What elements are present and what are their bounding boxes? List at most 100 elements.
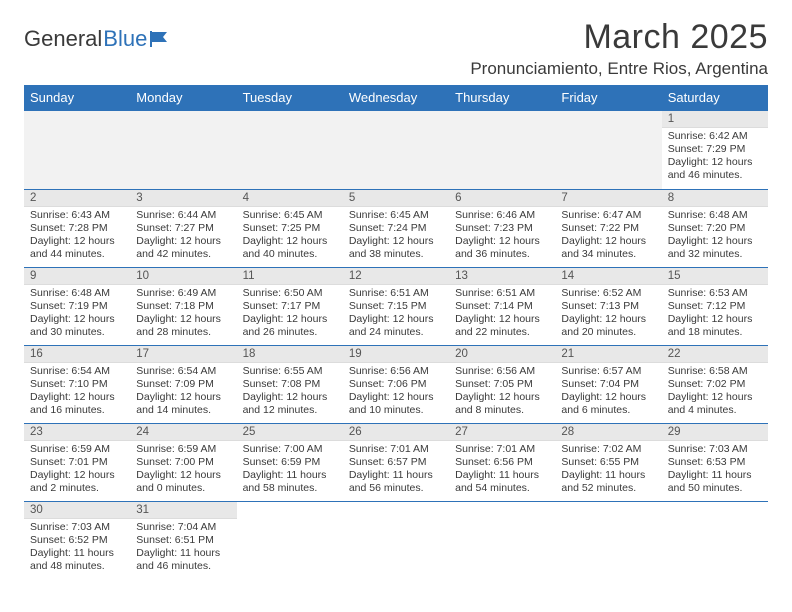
calendar-cell: 25Sunrise: 7:00 AMSunset: 6:59 PMDayligh… (237, 423, 343, 501)
day-data: Sunrise: 6:58 AMSunset: 7:02 PMDaylight:… (662, 363, 768, 421)
calendar-cell: 27Sunrise: 7:01 AMSunset: 6:56 PMDayligh… (449, 423, 555, 501)
dayheader-sun: Sunday (24, 85, 130, 111)
day-sunset: Sunset: 7:02 PM (668, 378, 762, 391)
calendar-cell: 19Sunrise: 6:56 AMSunset: 7:06 PMDayligh… (343, 345, 449, 423)
day-sunrise: Sunrise: 7:01 AM (349, 443, 443, 456)
day-daylight1: Daylight: 12 hours (136, 313, 230, 326)
day-sunset: Sunset: 7:29 PM (668, 143, 762, 156)
day-daylight1: Daylight: 12 hours (30, 469, 124, 482)
calendar-row: 9Sunrise: 6:48 AMSunset: 7:19 PMDaylight… (24, 267, 768, 345)
day-number: 26 (343, 424, 449, 441)
day-sunset: Sunset: 7:12 PM (668, 300, 762, 313)
day-number: 4 (237, 190, 343, 207)
day-daylight2: and 28 minutes. (136, 326, 230, 339)
day-daylight2: and 10 minutes. (349, 404, 443, 417)
day-number: 19 (343, 346, 449, 363)
day-sunset: Sunset: 7:24 PM (349, 222, 443, 235)
day-sunset: Sunset: 7:14 PM (455, 300, 549, 313)
day-sunrise: Sunrise: 6:48 AM (668, 209, 762, 222)
day-daylight2: and 52 minutes. (561, 482, 655, 495)
calendar-cell (662, 501, 768, 579)
day-data: Sunrise: 7:01 AMSunset: 6:57 PMDaylight:… (343, 441, 449, 499)
dayheader-tue: Tuesday (237, 85, 343, 111)
day-daylight2: and 38 minutes. (349, 248, 443, 261)
calendar-cell (449, 111, 555, 189)
day-daylight2: and 46 minutes. (136, 560, 230, 573)
day-data: Sunrise: 7:03 AMSunset: 6:52 PMDaylight:… (24, 519, 130, 577)
day-daylight1: Daylight: 11 hours (455, 469, 549, 482)
day-daylight2: and 58 minutes. (243, 482, 337, 495)
day-daylight1: Daylight: 12 hours (136, 391, 230, 404)
day-data: Sunrise: 6:55 AMSunset: 7:08 PMDaylight:… (237, 363, 343, 421)
day-daylight1: Daylight: 12 hours (561, 235, 655, 248)
logo-text-1: General (24, 26, 102, 52)
day-sunrise: Sunrise: 6:52 AM (561, 287, 655, 300)
day-number: 31 (130, 502, 236, 519)
day-number: 24 (130, 424, 236, 441)
day-sunrise: Sunrise: 6:50 AM (243, 287, 337, 300)
day-data: Sunrise: 7:00 AMSunset: 6:59 PMDaylight:… (237, 441, 343, 499)
day-sunrise: Sunrise: 6:51 AM (455, 287, 549, 300)
day-sunset: Sunset: 7:18 PM (136, 300, 230, 313)
day-daylight2: and 6 minutes. (561, 404, 655, 417)
day-data: Sunrise: 6:48 AMSunset: 7:20 PMDaylight:… (662, 207, 768, 265)
day-sunset: Sunset: 6:55 PM (561, 456, 655, 469)
calendar-cell: 23Sunrise: 6:59 AMSunset: 7:01 PMDayligh… (24, 423, 130, 501)
day-sunrise: Sunrise: 6:46 AM (455, 209, 549, 222)
day-daylight1: Daylight: 12 hours (136, 235, 230, 248)
calendar-cell: 22Sunrise: 6:58 AMSunset: 7:02 PMDayligh… (662, 345, 768, 423)
day-sunrise: Sunrise: 6:47 AM (561, 209, 655, 222)
calendar-body: 1Sunrise: 6:42 AMSunset: 7:29 PMDaylight… (24, 111, 768, 579)
day-data: Sunrise: 6:57 AMSunset: 7:04 PMDaylight:… (555, 363, 661, 421)
day-sunrise: Sunrise: 6:56 AM (455, 365, 549, 378)
dayheader-sat: Saturday (662, 85, 768, 111)
calendar-row: 16Sunrise: 6:54 AMSunset: 7:10 PMDayligh… (24, 345, 768, 423)
day-sunrise: Sunrise: 6:49 AM (136, 287, 230, 300)
day-number: 2 (24, 190, 130, 207)
day-number: 9 (24, 268, 130, 285)
day-sunset: Sunset: 7:25 PM (243, 222, 337, 235)
calendar-page: General Blue March 2025 Pronunciamiento,… (0, 0, 792, 589)
day-sunset: Sunset: 6:59 PM (243, 456, 337, 469)
day-sunset: Sunset: 7:00 PM (136, 456, 230, 469)
day-number: 27 (449, 424, 555, 441)
day-daylight2: and 34 minutes. (561, 248, 655, 261)
day-number: 29 (662, 424, 768, 441)
day-data: Sunrise: 7:04 AMSunset: 6:51 PMDaylight:… (130, 519, 236, 577)
calendar-row: 23Sunrise: 6:59 AMSunset: 7:01 PMDayligh… (24, 423, 768, 501)
day-sunset: Sunset: 6:52 PM (30, 534, 124, 547)
day-daylight2: and 18 minutes. (668, 326, 762, 339)
day-daylight2: and 54 minutes. (455, 482, 549, 495)
day-sunrise: Sunrise: 7:03 AM (668, 443, 762, 456)
day-number: 10 (130, 268, 236, 285)
calendar-cell: 30Sunrise: 7:03 AMSunset: 6:52 PMDayligh… (24, 501, 130, 579)
day-sunrise: Sunrise: 6:43 AM (30, 209, 124, 222)
day-daylight2: and 20 minutes. (561, 326, 655, 339)
month-title: March 2025 (470, 18, 768, 57)
day-daylight1: Daylight: 11 hours (243, 469, 337, 482)
calendar-cell: 29Sunrise: 7:03 AMSunset: 6:53 PMDayligh… (662, 423, 768, 501)
day-daylight1: Daylight: 12 hours (349, 235, 443, 248)
day-sunset: Sunset: 7:09 PM (136, 378, 230, 391)
day-daylight2: and 24 minutes. (349, 326, 443, 339)
day-daylight1: Daylight: 12 hours (349, 391, 443, 404)
day-daylight1: Daylight: 12 hours (668, 235, 762, 248)
day-daylight1: Daylight: 12 hours (455, 391, 549, 404)
day-daylight2: and 36 minutes. (455, 248, 549, 261)
day-sunset: Sunset: 7:05 PM (455, 378, 549, 391)
day-sunset: Sunset: 7:17 PM (243, 300, 337, 313)
day-sunrise: Sunrise: 7:03 AM (30, 521, 124, 534)
day-data: Sunrise: 6:59 AMSunset: 7:00 PMDaylight:… (130, 441, 236, 499)
day-sunrise: Sunrise: 7:01 AM (455, 443, 549, 456)
day-data: Sunrise: 6:45 AMSunset: 7:25 PMDaylight:… (237, 207, 343, 265)
day-daylight1: Daylight: 11 hours (668, 469, 762, 482)
day-data: Sunrise: 6:49 AMSunset: 7:18 PMDaylight:… (130, 285, 236, 343)
day-data: Sunrise: 6:43 AMSunset: 7:28 PMDaylight:… (24, 207, 130, 265)
calendar-cell: 16Sunrise: 6:54 AMSunset: 7:10 PMDayligh… (24, 345, 130, 423)
day-daylight2: and 4 minutes. (668, 404, 762, 417)
day-sunset: Sunset: 7:22 PM (561, 222, 655, 235)
day-data: Sunrise: 6:56 AMSunset: 7:06 PMDaylight:… (343, 363, 449, 421)
day-number: 3 (130, 190, 236, 207)
calendar-cell: 7Sunrise: 6:47 AMSunset: 7:22 PMDaylight… (555, 189, 661, 267)
day-number: 5 (343, 190, 449, 207)
